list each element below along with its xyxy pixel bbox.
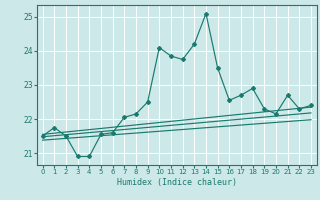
X-axis label: Humidex (Indice chaleur): Humidex (Indice chaleur) — [117, 178, 237, 187]
